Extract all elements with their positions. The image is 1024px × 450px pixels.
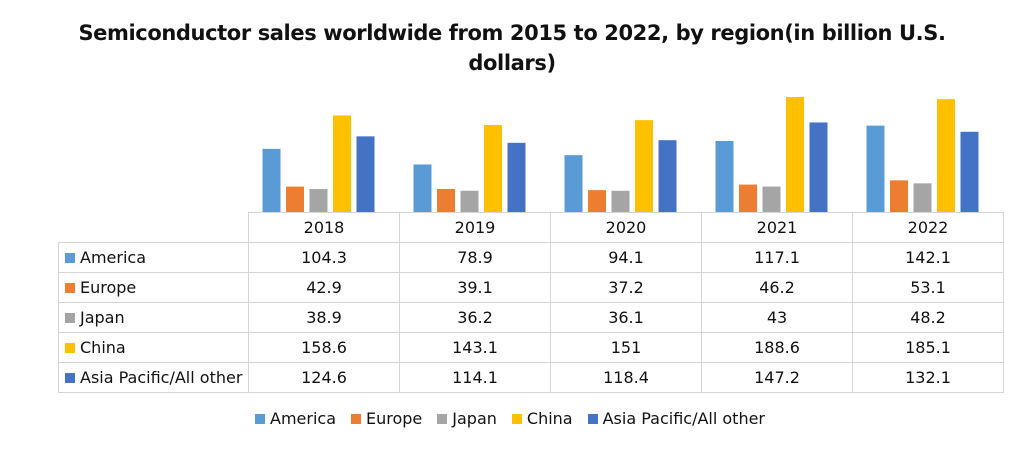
bar-america-2019 [413,164,432,213]
data-label: 188.6 [701,332,853,363]
table-row: China 158.6 143.1 151 188.6 185.1 [58,332,1004,363]
row-label: Asia Pacific/All other [58,362,249,393]
data-label: 46.2 [701,272,853,303]
row-label: China [58,332,249,363]
legend-item: Asia Pacific/All other [587,409,765,428]
bar-china-2020 [635,120,653,213]
bar-europe-2018 [286,186,304,213]
legend-swatch-icon [255,413,265,424]
bar-europe-2020 [588,190,606,213]
data-table: 2018 2019 2020 2021 2022 America 104.3 78.9 94.1… [58,212,1004,393]
data-label: 147.2 [701,362,853,393]
series-name: Europe [80,278,137,297]
bar-asia-pacific-all-other-2021 [809,122,828,213]
series-name: America [80,248,146,267]
legend-item: Europe [351,409,422,428]
row-label: Japan [58,302,249,333]
bar-europe-2019 [437,188,455,213]
legend-label: America [270,409,336,428]
row-label: America [58,242,249,273]
x-tick-label: 2020 [550,212,702,243]
data-label: 43 [701,302,853,333]
series-swatch-icon [65,253,75,263]
data-label: 143.1 [399,332,551,363]
data-label: 48.2 [852,302,1004,333]
series-name: China [80,338,126,357]
series-name: Asia Pacific/All other [80,368,243,387]
data-label: 124.6 [248,362,400,393]
bar-america-2020 [564,155,583,213]
data-label: 132.1 [852,362,1004,393]
x-tick-label: 2022 [852,212,1004,243]
bar-china-2019 [484,124,502,213]
bar-china-2021 [786,97,804,213]
x-tick-label: 2021 [701,212,853,243]
bar-china-2022 [937,99,955,213]
data-label: 36.1 [550,302,702,333]
data-label: 104.3 [248,242,400,273]
bar-america-2018 [262,148,281,213]
legend-label: Asia Pacific/All other [602,409,765,428]
table-row: Europe 42.9 39.1 37.2 46.2 53.1 [58,272,1004,303]
bar-america-2022 [866,125,885,213]
bar-asia-pacific-all-other-2022 [960,131,979,213]
chart-title: Semiconductor sales worldwide from 2015 … [0,18,1024,78]
table-row: Japan 38.9 36.2 36.1 43 48.2 [58,302,1004,333]
table-header-row: 2018 2019 2020 2021 2022 [58,212,1004,243]
bar-asia-pacific-all-other-2019 [507,142,526,213]
data-label: 158.6 [248,332,400,363]
legend-label: Japan [452,409,497,428]
bar-japan-2021 [762,186,781,213]
data-label: 38.9 [248,302,400,333]
series-swatch-icon [65,283,75,293]
row-label: Europe [58,272,249,303]
data-label: 117.1 [701,242,853,273]
series-swatch-icon [65,313,75,323]
legend-swatch-icon [437,413,448,424]
bar-japan-2022 [913,183,932,213]
data-label: 78.9 [399,242,551,273]
data-label: 42.9 [248,272,400,303]
data-label: 151 [550,332,702,363]
data-label: 53.1 [852,272,1004,303]
bar-europe-2021 [739,184,757,213]
bar-asia-pacific-all-other-2018 [356,136,375,213]
x-tick-label: 2019 [399,212,551,243]
data-label: 94.1 [550,242,702,273]
bar-asia-pacific-all-other-2020 [658,140,677,213]
legend-swatch-icon [511,413,522,424]
bar-america-2021 [715,140,734,213]
table-row: Asia Pacific/All other 124.6 114.1 118.4 147… [58,362,1004,393]
chart-title-line-1: Semiconductor sales worldwide from 2015 … [78,21,946,45]
data-label: 39.1 [399,272,551,303]
series-swatch-icon [65,373,75,383]
legend-swatch-icon [587,413,598,424]
chart-title-line-2: dollars) [468,51,556,75]
data-label: 114.1 [399,362,551,393]
legend-item: China [511,409,573,428]
series-name: Japan [80,308,125,327]
x-tick-label: 2018 [248,212,400,243]
bar-china-2018 [333,115,351,213]
legend-swatch-icon [351,413,361,424]
legend: America Europe Japan China Asia Pacific/All … [255,409,765,428]
data-label: 36.2 [399,302,551,333]
data-label: 185.1 [852,332,1004,363]
legend-label: Europe [366,409,423,428]
data-label: 142.1 [852,242,1004,273]
table-row: America 104.3 78.9 94.1 117.1 142.1 [58,242,1004,273]
legend-item: Japan [437,409,497,428]
legend-label: China [526,409,573,428]
series-swatch-icon [65,343,75,353]
legend-item: America [255,409,336,428]
bar-japan-2019 [460,190,479,213]
bar-plot-area [262,97,979,213]
bar-europe-2022 [890,180,908,213]
data-label: 118.4 [550,362,702,393]
bar-japan-2020 [611,190,630,213]
table-corner [58,212,249,243]
data-label: 37.2 [550,272,702,303]
bar-japan-2018 [309,189,328,213]
